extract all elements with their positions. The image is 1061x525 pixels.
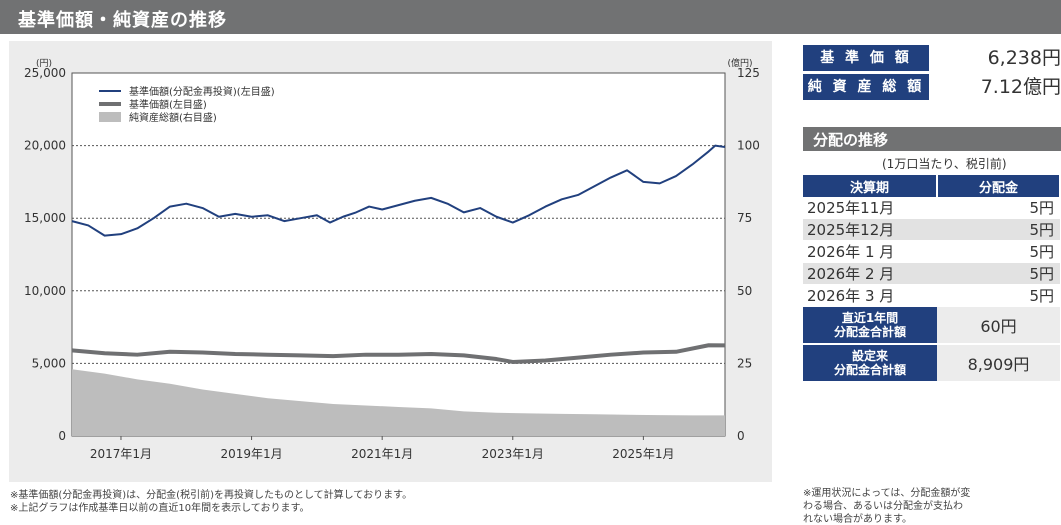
- row-period: 2026年 3 月: [803, 284, 937, 307]
- x-tick-label: 2023年1月: [482, 447, 544, 461]
- distribution-header-row: 決算期 分配金: [803, 175, 1061, 197]
- x-tick-label: 2017年1月: [90, 447, 152, 461]
- legend-label: 基準価額(左目盛): [129, 98, 207, 111]
- nav-value: 6,238円: [987, 47, 1061, 69]
- legend-label: 純資産総額(右目盛): [129, 111, 217, 124]
- left-tick-label: 15,000: [24, 211, 66, 225]
- since-total-value: 8,909円: [937, 344, 1060, 383]
- recent-total-label-line1: 直近1年間: [841, 311, 899, 325]
- row-amount: 5円: [937, 284, 1060, 307]
- left-tick-label: 5,000: [32, 356, 66, 370]
- x-tick-label: 2019年1月: [220, 447, 282, 461]
- row-period: 2026年 1 月: [803, 240, 937, 263]
- left-tick-label: 20,000: [24, 139, 66, 153]
- since-total-label-line1: 設定来: [851, 349, 888, 363]
- distribution-title: 分配の推移: [813, 131, 889, 149]
- recent-total-row: 直近1年間 分配金合計額 60円: [803, 306, 1060, 345]
- right-tick-label: 75: [737, 211, 752, 225]
- row-period: 2026年 2 月: [803, 262, 937, 285]
- recent-total-label-line2: 分配金合計額: [833, 325, 906, 339]
- since-total-row: 設定来 分配金合計額 8,909円: [803, 344, 1060, 383]
- header-period: 決算期: [803, 175, 938, 197]
- table-row: 2026年 2 月 5円: [803, 262, 1060, 285]
- table-row: 2026年 1 月 5円: [803, 240, 1060, 263]
- assets-label: 純 資 産 総 額: [803, 74, 929, 100]
- table-row: 2025年11月 5円: [803, 197, 1060, 219]
- left-axis-unit: (円): [36, 58, 52, 69]
- since-total-label-line2: 分配金合計額: [833, 363, 906, 377]
- chart-note-2: ※上記グラフは作成基準日以前の直近10年間を表示しております。: [10, 503, 310, 514]
- row-period: 2025年12月: [803, 218, 937, 241]
- row-amount: 5円: [937, 262, 1060, 285]
- side-note-3: れない場合があります。: [803, 514, 912, 525]
- series-reinvested-line: [71, 144, 726, 237]
- left-tick-label: 10,000: [24, 284, 66, 298]
- section-title-bar: 基準価額・純資産の推移: [0, 0, 1061, 34]
- distribution-unit-note: (1万口当たり、税引前): [882, 157, 1007, 171]
- section-title: 基準価額・純資産の推移: [18, 10, 227, 31]
- right-tick-label: 0: [737, 429, 745, 443]
- recent-total-value: 60円: [937, 306, 1060, 345]
- series-assets-area: [72, 369, 725, 436]
- legend-label: 基準価額(分配金再投資)(左目盛): [129, 85, 275, 98]
- left-tick-label: 0: [58, 429, 66, 443]
- assets-value: 7.12億円: [980, 76, 1061, 98]
- x-tick-label: 2025年1月: [612, 447, 674, 461]
- distribution-table: 決算期 分配金 2025年11月 5円 2025年12月 5円 2026年 1 …: [803, 175, 1061, 383]
- row-amount: 5円: [937, 197, 1060, 219]
- header-amount: 分配金: [937, 175, 1061, 197]
- side-note-2: わる場合、あるいは分配金が支払わ: [803, 501, 963, 512]
- series-nav-line: [71, 343, 726, 364]
- table-row: 2026年 3 月 5円: [803, 284, 1060, 307]
- right-tick-label: 25: [737, 356, 752, 370]
- nav-label: 基 準 価 額: [803, 45, 929, 71]
- row-amount: 5円: [937, 240, 1060, 263]
- legend-swatch: [99, 112, 121, 122]
- right-tick-label: 125: [737, 66, 760, 80]
- row-amount: 5円: [937, 218, 1060, 241]
- distribution-title-bar: 分配の推移: [803, 127, 1061, 151]
- side-note-1: ※運用状況によっては、分配金額が変: [803, 488, 971, 499]
- table-row: 2025年12月 5円: [803, 218, 1060, 241]
- right-axis-unit: (億円): [727, 57, 752, 69]
- nav-chart: 25,000 20,000 15,000 10,000 5,000 0 (円) 125 100 7…: [24, 57, 760, 461]
- left-tick-label: 25,000: [24, 66, 66, 80]
- right-tick-label: 50: [737, 284, 752, 298]
- chart-note-1: ※基準価額(分配金再投資)は、分配金(税引前)を再投資したものとして計算しており…: [10, 490, 413, 501]
- plot-area: [71, 72, 726, 437]
- x-tick-label: 2021年1月: [351, 447, 413, 461]
- row-period: 2025年11月: [803, 197, 937, 219]
- since-total-label: 設定来 分配金合計額: [803, 344, 937, 383]
- right-tick-label: 100: [737, 139, 760, 153]
- recent-total-label: 直近1年間 分配金合計額: [803, 306, 937, 345]
